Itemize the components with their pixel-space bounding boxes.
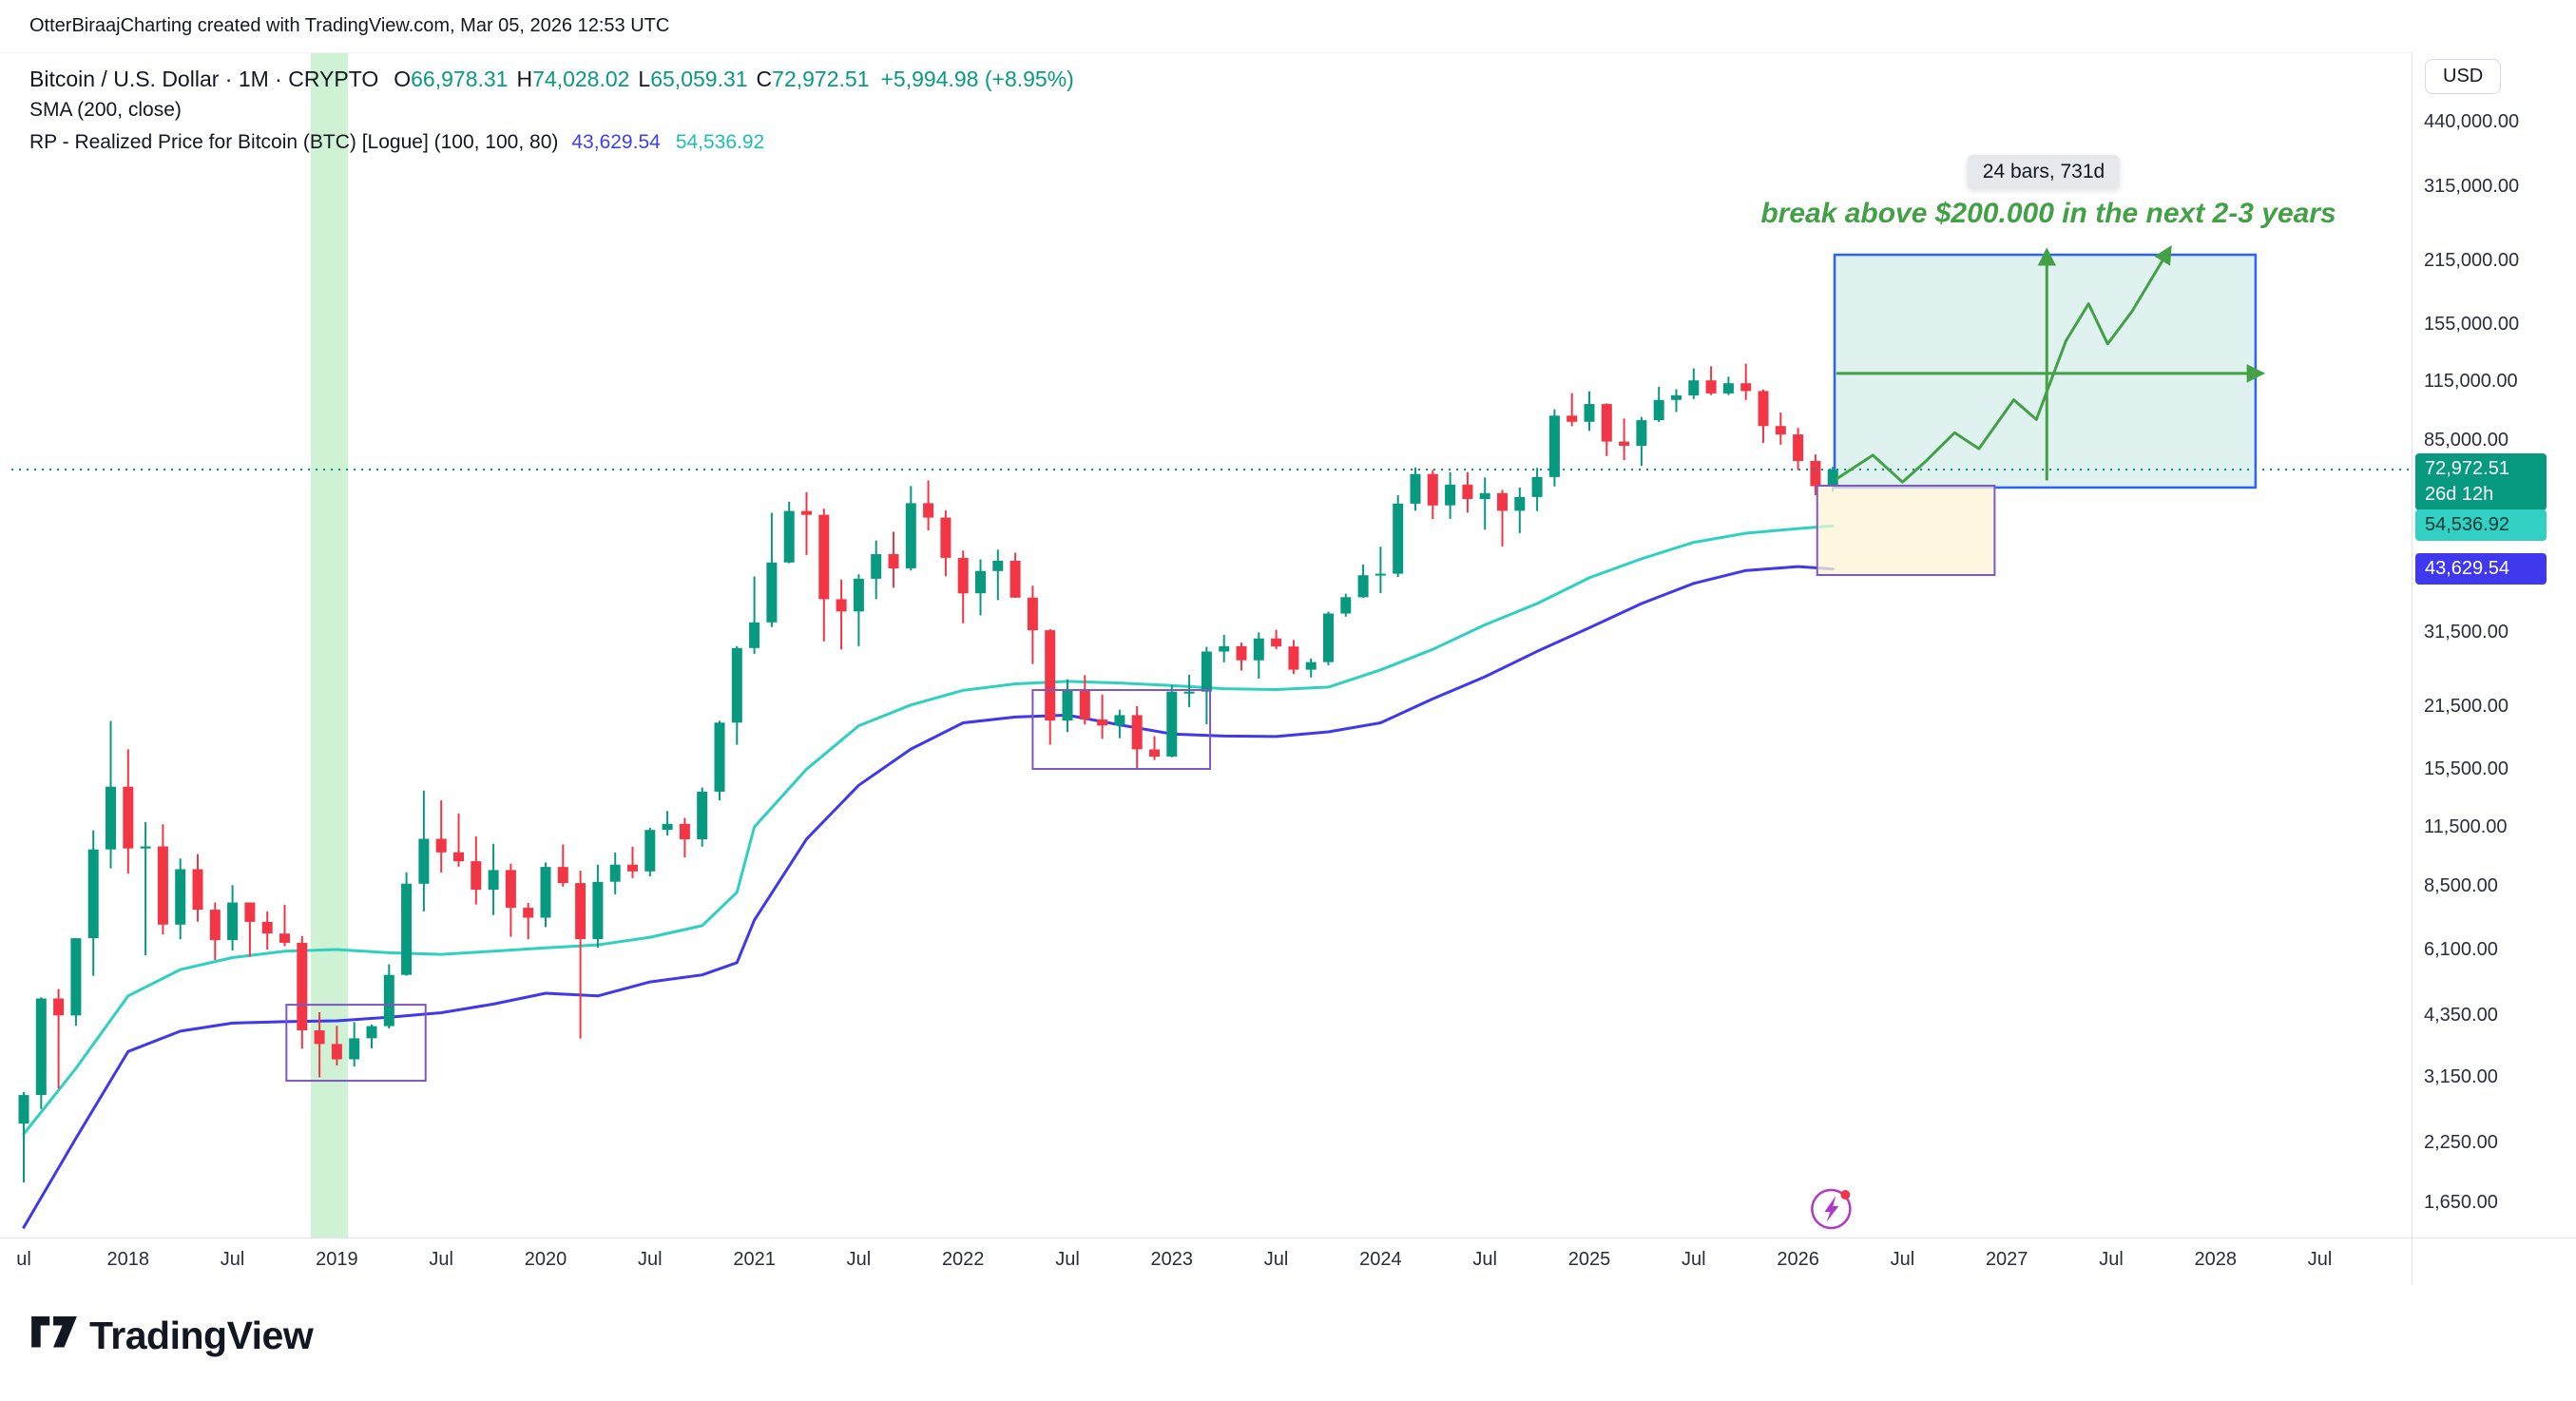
time-label: 2018: [106, 1249, 150, 1270]
accumulation-box-2: [1031, 688, 1212, 771]
projection-path: [1836, 244, 2172, 484]
time-label: Jul: [1682, 1249, 1706, 1270]
ohlc-open-value: 66,978.31: [411, 67, 509, 91]
time-label: 2024: [1359, 1249, 1402, 1270]
time-label: Jul: [2307, 1249, 2333, 1270]
time-label: Jul: [638, 1249, 663, 1270]
note-annotation[interactable]: break above $200.000 in the next 2-3 yea…: [1760, 198, 2336, 229]
time-label: 2019: [316, 1249, 358, 1270]
time-label: Jul: [220, 1249, 245, 1270]
time-label: 2020: [524, 1249, 567, 1270]
line-rp-lower: [22, 565, 1835, 1229]
price-axis-separator: [2412, 52, 2413, 1285]
time-label: 2028: [2194, 1249, 2238, 1270]
time-axis[interactable]: ul 2018 Jul 2019 Jul 2020 Jul 2021 Jul 2022 Jul 202…: [0, 1238, 2576, 1285]
attribution-text: OtterBiraajCharting created with Trading…: [29, 15, 670, 36]
legend-sma-row[interactable]: SMA (200, close): [29, 94, 1074, 126]
time-label: ul: [16, 1249, 31, 1270]
time-label: Jul: [2099, 1249, 2124, 1270]
time-label: Jul: [1890, 1249, 1915, 1270]
tradingview-logo-text: TradingView: [89, 1314, 314, 1357]
time-label: Jul: [1055, 1249, 1080, 1270]
candles: [18, 363, 1838, 1182]
symbol-title: Bitcoin / U.S. Dollar · 1M · CRYPTO: [29, 67, 379, 91]
projection-box: [1833, 253, 2258, 489]
accumulation-box-3: [1816, 484, 1996, 576]
ohlc-close-value: 72,972.51: [772, 67, 870, 91]
tradingview-logo-icon: [31, 1315, 77, 1356]
highlight-band: [310, 52, 349, 1238]
rp-value-cyan: 54,536.92: [675, 131, 765, 153]
legend: Bitcoin / U.S. Dollar · 1M · CRYPTO O66,9…: [29, 65, 1074, 159]
ohlc-change: +5,994.98 (+8.95%): [880, 67, 1074, 91]
accumulation-box-1: [285, 1004, 427, 1083]
time-label: 2027: [1985, 1249, 2028, 1270]
lightning-event-icon[interactable]: [1811, 1188, 1852, 1230]
time-label: Jul: [846, 1249, 872, 1270]
time-label: Jul: [1263, 1249, 1289, 1270]
header-strip: [0, 0, 2576, 53]
tradingview-logo[interactable]: TradingView: [31, 1314, 314, 1358]
rp-value-blue: 43,629.54: [571, 131, 661, 153]
ohlc-low-value: 65,059.31: [650, 67, 748, 91]
sma-label: SMA (200, close): [29, 99, 182, 121]
line-rp-upper: [22, 524, 1835, 1136]
currency-usd-button[interactable]: USD: [2425, 59, 2502, 94]
time-label: 2023: [1150, 1249, 1194, 1270]
time-label: 2026: [1777, 1249, 1819, 1270]
ohlc-high-value: 74,028.02: [532, 67, 630, 91]
time-label: 2022: [941, 1249, 985, 1270]
time-label: 2025: [1567, 1249, 1611, 1270]
time-label: Jul: [429, 1249, 453, 1270]
measure-tooltip: 24 bars, 731d: [1967, 155, 2121, 189]
ohlc-low-label: L: [638, 67, 651, 91]
ohlc-high-label: H: [516, 67, 533, 91]
ohlc-open-label: O: [394, 67, 412, 91]
time-label: 2021: [733, 1249, 776, 1270]
time-label: Jul: [1472, 1249, 1497, 1270]
rp-label: RP - Realized Price for Bitcoin (BTC) [L…: [29, 131, 559, 153]
legend-rp-row[interactable]: RP - Realized Price for Bitcoin (BTC) [L…: [29, 126, 1074, 159]
ohlc-close-label: C: [756, 67, 773, 91]
legend-symbol-row[interactable]: Bitcoin / U.S. Dollar · 1M · CRYPTO O66,9…: [29, 65, 1074, 94]
